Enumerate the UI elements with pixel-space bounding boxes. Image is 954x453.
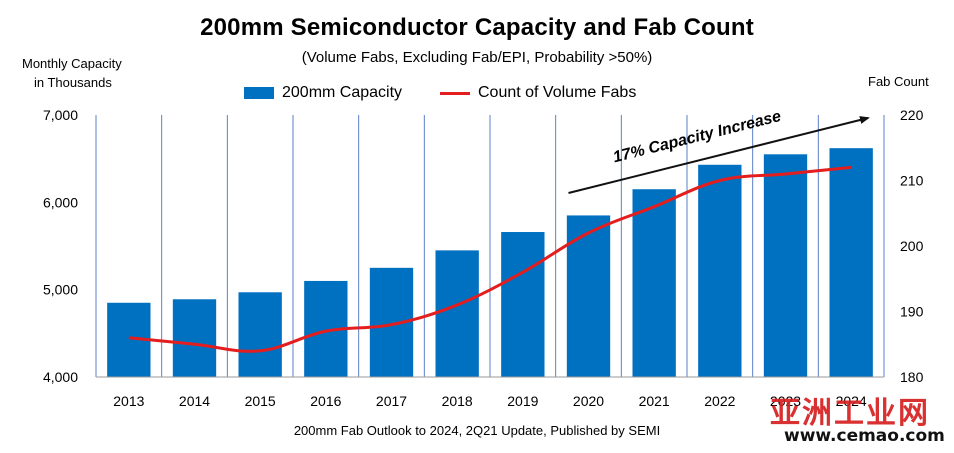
legend-capacity-label: 200mm Capacity: [282, 84, 403, 101]
y-tick-label: 6,000: [43, 194, 78, 210]
fab-count-line: [128, 165, 852, 353]
capacity-increase-arrow: [568, 116, 870, 194]
x-tick-label: 2015: [245, 393, 276, 409]
source-note: 200mm Fab Outlook to 2024, 2Q21 Update, …: [293, 423, 661, 438]
chart-subtitle: (Volume Fabs, Excluding Fab/EPI, Probabi…: [301, 49, 653, 66]
y-axis-title-line-1: Monthly Capacity: [22, 56, 122, 71]
legend-capacity-swatch: [244, 87, 274, 99]
y2-tick-label: 210: [900, 173, 924, 189]
x-tick-label: 2021: [639, 393, 670, 409]
y2-tick-label: 190: [900, 304, 924, 320]
y-tick-label: 5,000: [43, 282, 78, 298]
x-tick-label: 2013: [113, 393, 144, 409]
watermark-url: www.cemao.com: [784, 426, 945, 446]
y-tick-label: 7,000: [43, 107, 78, 123]
legend-fab-count-label: Count of Volume Fabs: [478, 84, 637, 101]
bar-2024: [829, 148, 873, 377]
y-axis-title-line-2: in Thousands: [34, 75, 112, 90]
bar-2014: [172, 299, 217, 377]
x-tick-label: 2014: [179, 393, 210, 409]
y-axis-title: Monthly Capacity in Thousands: [22, 54, 122, 92]
y2-tick-label: 180: [900, 369, 924, 385]
chart-title: 200mm Semiconductor Capacity and Fab Cou…: [200, 14, 754, 41]
x-tick-label: 2024: [836, 393, 867, 409]
x-tick-label: 2019: [507, 393, 538, 409]
x-tick-label: 2018: [442, 393, 473, 409]
x-tick-label: 2023: [770, 393, 801, 409]
watermark-logo: 亚洲工业网 www.cemao.com: [770, 388, 950, 448]
y2-axis-title: Fab Count: [868, 74, 929, 89]
legend-fab-count: Count of Volume Fabs: [440, 84, 636, 102]
y-tick-label: 4,000: [43, 369, 78, 385]
bar-2015: [238, 292, 282, 377]
x-tick-label: 2022: [704, 393, 735, 409]
x-tick-label: 2017: [376, 393, 407, 409]
x-tick-label: 2016: [310, 393, 341, 409]
capacity-increase-label: 17% Capacity Increase: [611, 108, 783, 166]
bar-2023: [763, 154, 808, 377]
bar-2019: [501, 232, 545, 377]
watermark-brand: 亚洲工业网: [770, 396, 930, 431]
legend-capacity: 200mm Capacity: [244, 84, 402, 102]
bar-2022: [698, 164, 742, 377]
bar-2021: [632, 189, 676, 377]
legend-fab-count-swatch: [440, 91, 470, 95]
x-tick-label: 2020: [573, 393, 604, 409]
y2-tick-label: 220: [900, 107, 924, 123]
bar-2018: [435, 250, 479, 377]
y2-tick-label: 200: [900, 238, 924, 254]
